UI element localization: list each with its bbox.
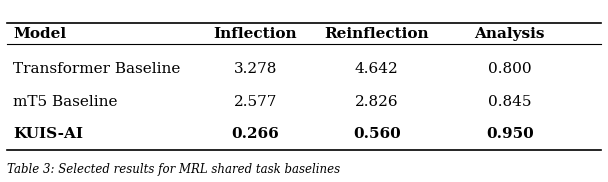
Text: 4.642: 4.642 (354, 62, 398, 76)
Text: mT5 Baseline: mT5 Baseline (13, 95, 118, 109)
Text: 0.845: 0.845 (488, 95, 531, 109)
Text: Inflection: Inflection (214, 27, 297, 41)
Text: Reinflection: Reinflection (324, 27, 429, 41)
Text: 2.826: 2.826 (355, 95, 398, 109)
Text: 2.577: 2.577 (234, 95, 277, 109)
Text: KUIS-AI: KUIS-AI (13, 127, 83, 141)
Text: Analysis: Analysis (474, 27, 545, 41)
Text: 0.266: 0.266 (232, 127, 280, 141)
Text: Table 3: Selected results for MRL shared task baselines: Table 3: Selected results for MRL shared… (7, 163, 340, 176)
Text: 3.278: 3.278 (234, 62, 277, 76)
Text: 0.800: 0.800 (488, 62, 531, 76)
Text: Transformer Baseline: Transformer Baseline (13, 62, 181, 76)
Text: 0.560: 0.560 (353, 127, 401, 141)
Text: 0.950: 0.950 (486, 127, 534, 141)
Text: Model: Model (13, 27, 67, 41)
